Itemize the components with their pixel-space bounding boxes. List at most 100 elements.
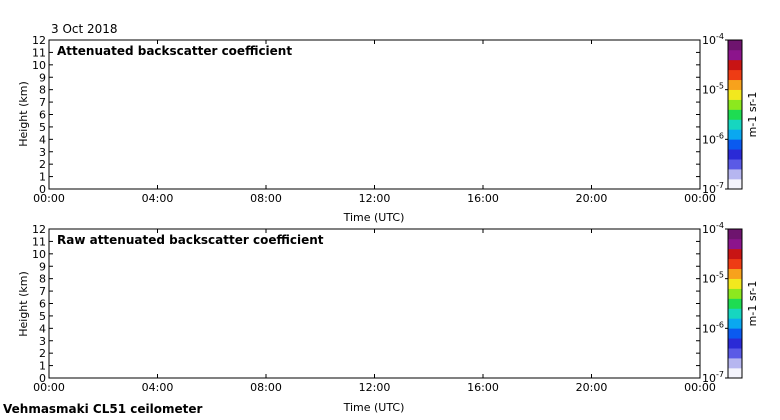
colorbar-swatch	[728, 89, 742, 100]
colorbar-swatch	[728, 298, 742, 309]
y-tick-label: 1	[39, 171, 46, 184]
colorbar-swatch	[728, 99, 742, 110]
y-tick-label: 10	[32, 59, 46, 72]
colorbar-tick-label: 10-7	[702, 370, 724, 385]
panel-raw-attenuated-backscatter: Raw attenuated backscatter coefficient 0…	[17, 221, 759, 414]
colorbar-swatch	[728, 238, 742, 250]
colorbar-swatch	[728, 169, 742, 180]
y-tick-label: 3	[39, 335, 46, 348]
axes-1: 00:00 04:00 08:00 12:00 16:00 20:00 00:0001234…	[32, 34, 716, 205]
colorbar-frame	[727, 39, 743, 190]
colorbar-swatch	[728, 258, 742, 270]
y-tick-label: 0	[39, 183, 46, 196]
date-label: 3 Oct 2018	[51, 22, 118, 36]
colorbar-swatch	[728, 278, 742, 289]
colorbar-tick-label: 10-5	[702, 271, 724, 286]
y-tick-label: 12	[32, 223, 46, 236]
heatmap-cell-4	[461, 319, 519, 347]
heatmap-cell-2	[87, 119, 115, 150]
x-axis-label-2: Time (UTC)	[343, 401, 405, 414]
heatmap-cell-5	[252, 177, 462, 189]
colorbar-swatch	[728, 248, 742, 260]
colorbar-2: 10-7 10-6 10-5 10-4 m-1 sr-1	[702, 221, 759, 385]
colorbar-swatch	[728, 49, 742, 61]
heatmap-cell-4	[461, 130, 519, 158]
x-tick-label: 12:00	[359, 192, 391, 205]
x-tick-label: 20:00	[576, 381, 608, 394]
y-tick-label: 8	[39, 84, 46, 97]
colorbar-swatch	[728, 139, 742, 150]
x-tick-label: 00:00	[33, 381, 65, 394]
y-tick-label: 0	[39, 372, 46, 385]
y-tick-label: 2	[39, 347, 46, 360]
colorbar-swatch	[728, 358, 742, 369]
colorbar-swatch	[728, 348, 742, 359]
y-tick-label: 4	[39, 133, 46, 146]
colorbar-swatch	[728, 268, 742, 279]
heatmap-2	[49, 229, 700, 378]
y-tick-label: 2	[39, 158, 46, 171]
heatmap-1	[49, 119, 700, 189]
x-tick-label: 08:00	[250, 381, 282, 394]
colorbar-swatch	[728, 69, 742, 81]
y-tick-label: 11	[32, 235, 46, 248]
colorbar-tick-label: 10-5	[702, 82, 724, 97]
x-tick-label: 04:00	[142, 192, 174, 205]
x-tick-label: 12:00	[359, 381, 391, 394]
heatmap-cell-1	[138, 229, 277, 366]
x-tick-label: 00:00	[684, 192, 716, 205]
colorbar-1: 10-7 10-6 10-5 10-4 m-1 sr-1	[702, 32, 759, 196]
x-tick-label: 20:00	[576, 192, 608, 205]
y-tick-label: 9	[39, 71, 46, 84]
y-tick-label: 6	[39, 109, 46, 122]
colorbar-swatch	[728, 40, 742, 51]
colorbar-tick-label: 10-6	[702, 320, 724, 335]
colorbar-label: m-1 sr-1	[746, 281, 759, 327]
colorbar-swatch	[728, 119, 742, 130]
panel-attenuated-backscatter: Attenuated backscatter coefficient 00:00…	[17, 32, 759, 224]
x-tick-label: 04:00	[142, 381, 174, 394]
y-tick-label: 11	[32, 46, 46, 59]
axes-2: 00:00 04:00 08:00 12:00 16:00 20:00 00:0001234…	[32, 223, 716, 394]
colorbar-swatch	[728, 109, 742, 120]
y-axis-label-2: Height (km)	[17, 271, 30, 337]
x-tick-label: 16:00	[467, 381, 499, 394]
y-tick-label: 6	[39, 298, 46, 311]
plot-frame-1	[48, 39, 701, 190]
colorbar-swatch	[728, 338, 742, 349]
y-tick-label: 4	[39, 322, 46, 335]
colorbar-swatch	[728, 179, 742, 190]
colorbar-swatch	[728, 149, 742, 160]
y-tick-label: 8	[39, 273, 46, 286]
y-tick-label: 9	[39, 260, 46, 273]
colorbar-swatch	[728, 288, 742, 299]
y-tick-label: 10	[32, 248, 46, 261]
heatmap-cell-5	[49, 365, 700, 378]
panel-title-1: Attenuated backscatter coefficient	[57, 44, 292, 58]
colorbar-swatch	[728, 79, 742, 90]
x-tick-label: 00:00	[684, 381, 716, 394]
colorbar-tick-label: 10-7	[702, 181, 724, 196]
heatmap-cell-3	[149, 141, 172, 171]
colorbar-swatch	[728, 308, 742, 319]
colorbar-tick-label: 10-6	[702, 131, 724, 146]
y-tick-label: 7	[39, 96, 46, 109]
footer-label: Vehmasmaki CL51 ceilometer	[3, 402, 203, 416]
heatmap-cell-3	[49, 303, 139, 341]
y-axis-label-1: Height (km)	[17, 81, 30, 147]
panel-title-2: Raw attenuated backscatter coefficient	[57, 233, 324, 247]
colorbar-swatch	[728, 229, 742, 240]
y-tick-label: 5	[39, 121, 46, 134]
colorbar-swatch	[728, 368, 742, 379]
y-tick-label: 3	[39, 146, 46, 159]
colorbar-swatch	[728, 318, 742, 329]
colorbar-tick-label: 10-4	[702, 32, 724, 47]
y-tick-label: 12	[32, 34, 46, 47]
colorbar-frame	[727, 228, 743, 379]
x-axis-label-1: Time (UTC)	[343, 211, 405, 224]
colorbar-swatch	[728, 59, 742, 71]
x-tick-label: 00:00	[33, 192, 65, 205]
y-tick-label: 5	[39, 310, 46, 323]
y-tick-label: 1	[39, 360, 46, 373]
